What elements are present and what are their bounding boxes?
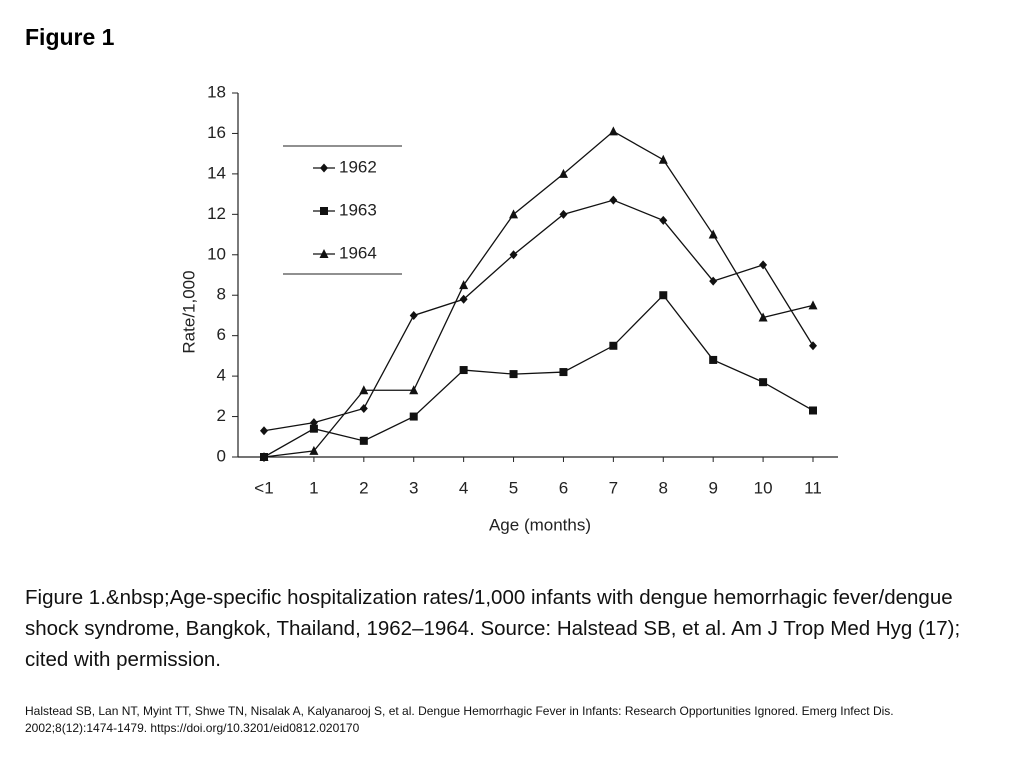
marker xyxy=(320,207,328,215)
legend-label: 1962 xyxy=(339,157,377,176)
marker xyxy=(708,229,718,239)
marker xyxy=(709,276,718,286)
x-tick-label: 3 xyxy=(409,478,418,497)
y-tick-label: 6 xyxy=(217,325,226,344)
x-tick-label: 2 xyxy=(359,478,368,497)
marker xyxy=(759,378,768,387)
marker xyxy=(359,385,369,395)
marker xyxy=(658,154,668,164)
x-tick-label: 10 xyxy=(754,478,773,497)
x-tick-label: 9 xyxy=(708,478,717,497)
marker xyxy=(609,341,618,350)
marker xyxy=(409,385,419,395)
y-tick-label: 14 xyxy=(207,163,226,182)
marker xyxy=(509,209,519,219)
x-tick-label: 7 xyxy=(609,478,618,497)
y-tick-label: 18 xyxy=(207,82,226,101)
marker xyxy=(320,163,328,173)
marker xyxy=(758,312,768,322)
heading: Figure 1 xyxy=(25,24,115,50)
marker xyxy=(260,426,268,436)
marker xyxy=(559,368,568,377)
marker xyxy=(608,126,618,136)
marker xyxy=(559,209,568,219)
marker xyxy=(808,300,818,310)
y-tick-label: 8 xyxy=(217,285,226,304)
marker xyxy=(459,366,468,375)
marker xyxy=(319,249,329,258)
marker xyxy=(459,280,469,290)
y-tick-label: 12 xyxy=(207,204,226,223)
marker xyxy=(558,168,568,178)
marker xyxy=(459,294,468,304)
x-tick-label: 4 xyxy=(459,478,468,497)
x-tick-label: 8 xyxy=(659,478,668,497)
marker xyxy=(259,452,269,461)
marker xyxy=(359,403,368,413)
y-tick-label: 16 xyxy=(207,123,226,142)
marker xyxy=(509,250,518,260)
series-line xyxy=(263,199,814,432)
marker xyxy=(609,195,618,205)
series-line xyxy=(263,294,814,458)
y-tick-label: 2 xyxy=(217,406,226,425)
marker xyxy=(759,260,768,270)
x-tick-label: 1 xyxy=(309,478,318,497)
x-axis-label: Age (months) xyxy=(489,515,591,534)
legend-label: 1964 xyxy=(339,243,377,262)
x-tick-label: 6 xyxy=(559,478,568,497)
y-tick-label: 0 xyxy=(217,446,226,465)
marker xyxy=(309,445,319,455)
marker xyxy=(809,341,817,351)
marker xyxy=(659,291,668,300)
caption: Figure 1.&nbsp;Age-specific hospitalizat… xyxy=(25,586,961,671)
x-tick-label: 5 xyxy=(509,478,518,497)
marker xyxy=(309,424,318,433)
legend-label: 1963 xyxy=(339,200,377,219)
citation: Halstead SB, Lan NT, Myint TT, Shwe TN, … xyxy=(25,704,894,735)
y-axis-label: Rate/1,000 xyxy=(179,270,198,353)
marker xyxy=(359,436,368,445)
series-line xyxy=(263,130,814,458)
x-tick-label: <1 xyxy=(254,478,273,497)
marker xyxy=(659,215,668,225)
chart: Rate/1,000 Age (months) 024681012141618<… xyxy=(179,82,838,534)
marker xyxy=(709,355,718,364)
y-tick-label: 4 xyxy=(217,366,226,385)
marker xyxy=(409,412,418,421)
marker xyxy=(509,370,518,379)
marker xyxy=(809,406,817,415)
marker xyxy=(409,310,418,320)
y-tick-label: 10 xyxy=(207,244,226,263)
x-tick-label: 11 xyxy=(804,478,822,497)
